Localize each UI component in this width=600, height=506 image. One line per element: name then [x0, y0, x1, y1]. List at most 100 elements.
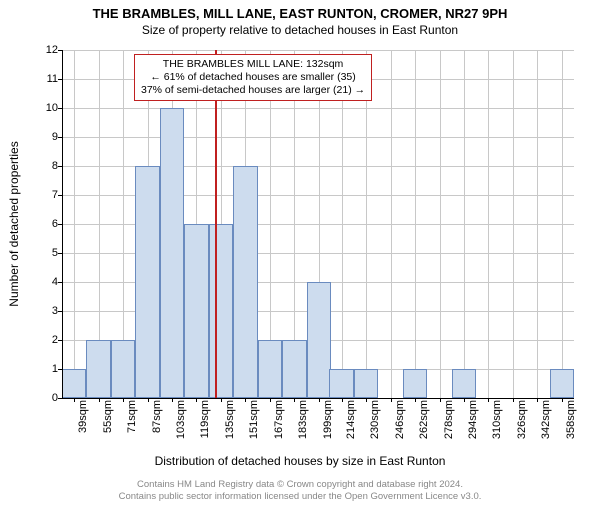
x-tick-mark [513, 398, 514, 402]
gridline-vertical [415, 50, 416, 398]
annotation-line: 37% of semi-detached houses are larger (… [141, 84, 365, 97]
x-tick-mark [245, 398, 246, 402]
x-tick-label: 310sqm [491, 400, 503, 450]
chart-title: THE BRAMBLES, MILL LANE, EAST RUNTON, CR… [0, 6, 600, 21]
y-tick-label: 10 [38, 102, 58, 114]
x-tick-mark [488, 398, 489, 402]
y-tick-label: 1 [38, 363, 58, 375]
y-tick-mark [58, 50, 62, 51]
gridline-vertical [537, 50, 538, 398]
x-tick-label: 135sqm [224, 400, 236, 450]
y-tick-mark [58, 282, 62, 283]
x-tick-label: 199sqm [322, 400, 334, 450]
y-tick-label: 8 [38, 160, 58, 172]
x-tick-mark [391, 398, 392, 402]
x-tick-label: 151sqm [248, 400, 260, 450]
y-tick-mark [58, 369, 62, 370]
y-tick-mark [58, 108, 62, 109]
y-axis-title: Number of detached properties [7, 141, 21, 306]
gridline-vertical [513, 50, 514, 398]
gridline-vertical [391, 50, 392, 398]
reference-marker-line [215, 50, 217, 398]
histogram-bar [258, 340, 282, 398]
chart-footer: Contains HM Land Registry data © Crown c… [0, 479, 600, 502]
y-axis-line [62, 50, 63, 398]
x-tick-mark [196, 398, 197, 402]
gridline-vertical [562, 50, 563, 398]
x-tick-mark [221, 398, 222, 402]
gridline-vertical [440, 50, 441, 398]
histogram-bar [282, 340, 306, 398]
x-tick-mark [440, 398, 441, 402]
histogram-bar [160, 108, 184, 398]
y-tick-mark [58, 137, 62, 138]
x-tick-label: 87sqm [151, 400, 163, 450]
histogram-bar [403, 369, 427, 398]
x-tick-label: 214sqm [345, 400, 357, 450]
x-tick-mark [172, 398, 173, 402]
x-tick-label: 103sqm [175, 400, 187, 450]
footer-line-2: Contains public sector information licen… [0, 491, 600, 502]
x-tick-label: 39sqm [77, 400, 89, 450]
x-tick-label: 342sqm [540, 400, 552, 450]
y-tick-mark [58, 79, 62, 80]
gridline-vertical [488, 50, 489, 398]
y-tick-label: 7 [38, 189, 58, 201]
annotation-box: THE BRAMBLES MILL LANE: 132sqm← 61% of d… [134, 54, 372, 101]
histogram-bar [550, 369, 574, 398]
plot-area [62, 50, 574, 398]
annotation-line: THE BRAMBLES MILL LANE: 132sqm [141, 58, 365, 71]
x-tick-mark [415, 398, 416, 402]
gridline-vertical [74, 50, 75, 398]
y-tick-mark [58, 195, 62, 196]
gridline-horizontal [62, 108, 574, 109]
histogram-bar [184, 224, 208, 398]
y-tick-label: 6 [38, 218, 58, 230]
histogram-bar [307, 282, 331, 398]
gridline-vertical [464, 50, 465, 398]
y-tick-label: 5 [38, 247, 58, 259]
y-tick-label: 12 [38, 44, 58, 56]
gridline-horizontal [62, 137, 574, 138]
x-tick-label: 119sqm [199, 400, 211, 450]
gridline-vertical [342, 50, 343, 398]
x-tick-mark [342, 398, 343, 402]
y-tick-mark [58, 253, 62, 254]
y-tick-mark [58, 224, 62, 225]
x-tick-label: 262sqm [418, 400, 430, 450]
chart-subtitle: Size of property relative to detached ho… [0, 23, 600, 37]
annotation-line: ← 61% of detached houses are smaller (35… [141, 71, 365, 84]
y-tick-mark [58, 311, 62, 312]
y-tick-mark [58, 398, 62, 399]
y-tick-label: 11 [38, 73, 58, 85]
x-tick-mark [99, 398, 100, 402]
x-tick-label: 71sqm [126, 400, 138, 450]
x-tick-mark [148, 398, 149, 402]
histogram-bar [135, 166, 159, 398]
y-tick-label: 2 [38, 334, 58, 346]
histogram-bar [209, 224, 233, 398]
x-tick-mark [294, 398, 295, 402]
x-tick-label: 246sqm [394, 400, 406, 450]
x-tick-mark [537, 398, 538, 402]
x-axis-title: Distribution of detached houses by size … [0, 454, 600, 468]
x-tick-label: 358sqm [565, 400, 577, 450]
x-tick-label: 230sqm [369, 400, 381, 450]
x-tick-mark [123, 398, 124, 402]
x-tick-label: 294sqm [467, 400, 479, 450]
footer-line-1: Contains HM Land Registry data © Crown c… [0, 479, 600, 490]
y-tick-label: 9 [38, 131, 58, 143]
y-tick-label: 4 [38, 276, 58, 288]
x-tick-mark [366, 398, 367, 402]
histogram-bar [452, 369, 476, 398]
gridline-vertical [366, 50, 367, 398]
y-tick-mark [58, 340, 62, 341]
histogram-bar [62, 369, 86, 398]
x-tick-mark [319, 398, 320, 402]
x-tick-label: 278sqm [443, 400, 455, 450]
y-tick-label: 0 [38, 392, 58, 404]
x-tick-mark [464, 398, 465, 402]
x-tick-mark [270, 398, 271, 402]
y-tick-label: 3 [38, 305, 58, 317]
histogram-bar [111, 340, 135, 398]
